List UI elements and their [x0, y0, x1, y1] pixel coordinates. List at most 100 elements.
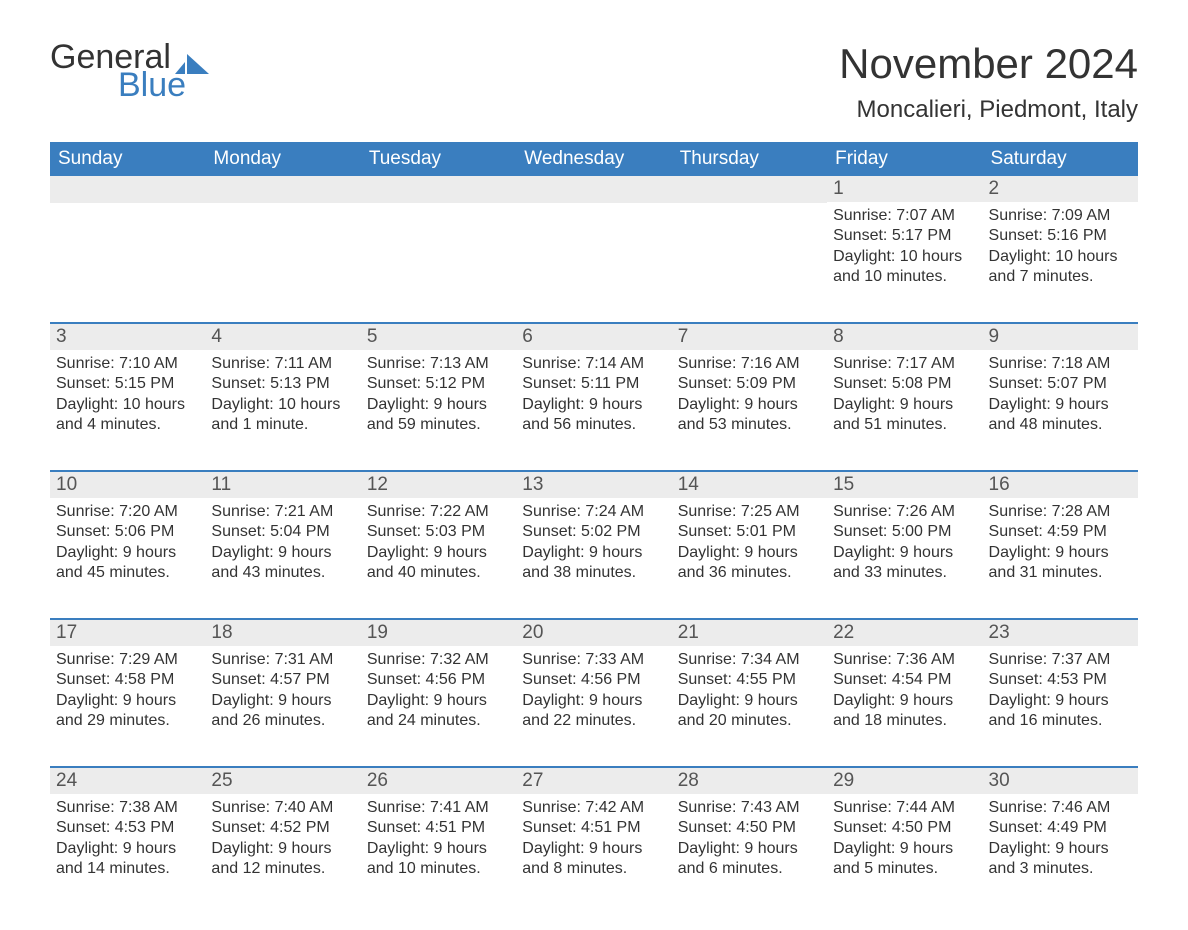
daylight-text: Daylight: 9 hours and 40 minutes. — [367, 543, 510, 584]
sunset-text: Sunset: 4:51 PM — [522, 818, 665, 838]
sunset-text: Sunset: 4:53 PM — [56, 818, 199, 838]
calendar-grid: Sunday Monday Tuesday Wednesday Thursday… — [50, 142, 1138, 890]
sunrise-text: Sunrise: 7:32 AM — [367, 650, 510, 670]
day-cell: 5Sunrise: 7:13 AMSunset: 5:12 PMDaylight… — [361, 324, 516, 446]
week-row: 17Sunrise: 7:29 AMSunset: 4:58 PMDayligh… — [50, 618, 1138, 742]
title-block: November 2024 Moncalieri, Piedmont, Ital… — [839, 40, 1138, 124]
day-details: Sunrise: 7:40 AMSunset: 4:52 PMDaylight:… — [205, 794, 360, 880]
daylight-text: Daylight: 10 hours and 1 minute. — [211, 395, 354, 436]
sunset-text: Sunset: 4:58 PM — [56, 670, 199, 690]
sunset-text: Sunset: 5:02 PM — [522, 522, 665, 542]
day-number: 20 — [516, 620, 671, 646]
day-cell — [205, 176, 360, 298]
week-row: 10Sunrise: 7:20 AMSunset: 5:06 PMDayligh… — [50, 470, 1138, 594]
day-number: 6 — [516, 324, 671, 350]
dow-monday: Monday — [205, 142, 360, 176]
daylight-text: Daylight: 9 hours and 8 minutes. — [522, 839, 665, 880]
day-cell: 13 Sunrise: 7:24 AMSunset: 5:02 PMDayligh… — [516, 472, 671, 594]
day-details: Sunrise: 7:25 AMSunset: 5:01 PMDaylight:… — [672, 498, 827, 584]
sunset-text: Sunset: 5:17 PM — [833, 226, 976, 246]
day-cell: 23Sunrise: 7:37 AMSunset: 4:53 PMDayligh… — [983, 620, 1138, 742]
day-number: 16 — [983, 472, 1138, 498]
sunrise-text: Sunrise: 7:25 AM — [678, 502, 821, 522]
sunrise-text: Sunrise: 7:22 AM — [367, 502, 510, 522]
day-number: 24 — [50, 768, 205, 794]
sunrise-text: Sunrise: 7:34 AM — [678, 650, 821, 670]
sunset-text: Sunset: 5:11 PM — [522, 374, 665, 394]
sunrise-text: Sunrise: 7:44 AM — [833, 798, 976, 818]
day-details: Sunrise: 7:34 AMSunset: 4:55 PMDaylight:… — [672, 646, 827, 732]
day-number: 19 — [361, 620, 516, 646]
day-details: Sunrise: 7:17 AMSunset: 5:08 PMDaylight:… — [827, 350, 982, 436]
week-row: 1Sunrise: 7:07 AMSunset: 5:17 PMDaylight… — [50, 176, 1138, 298]
daylight-text: Daylight: 9 hours and 38 minutes. — [522, 543, 665, 584]
sunset-text: Sunset: 4:56 PM — [522, 670, 665, 690]
day-number: 9 — [983, 324, 1138, 350]
brand-logo: General Blue — [50, 40, 209, 102]
sunrise-text: Sunrise: 7:36 AM — [833, 650, 976, 670]
sunrise-text: Sunrise: 7:24 AM — [522, 502, 665, 522]
daylight-text: Daylight: 9 hours and 53 minutes. — [678, 395, 821, 436]
sunrise-text: Sunrise: 7:28 AM — [989, 502, 1132, 522]
sunset-text: Sunset: 4:56 PM — [367, 670, 510, 690]
day-cell: 4Sunrise: 7:11 AMSunset: 5:13 PMDaylight… — [205, 324, 360, 446]
day-number: 8 — [827, 324, 982, 350]
day-cell: 19Sunrise: 7:32 AMSunset: 4:56 PMDayligh… — [361, 620, 516, 742]
week-row: 3Sunrise: 7:10 AMSunset: 5:15 PMDaylight… — [50, 322, 1138, 446]
empty-day-header — [516, 176, 671, 203]
day-details: Sunrise: 7:21 AMSunset: 5:04 PMDaylight:… — [205, 498, 360, 584]
day-number: 5 — [361, 324, 516, 350]
dow-saturday: Saturday — [983, 142, 1138, 176]
day-cell: 8Sunrise: 7:17 AMSunset: 5:08 PMDaylight… — [827, 324, 982, 446]
sunset-text: Sunset: 4:57 PM — [211, 670, 354, 690]
sunset-text: Sunset: 4:49 PM — [989, 818, 1132, 838]
day-details: Sunrise: 7:11 AMSunset: 5:13 PMDaylight:… — [205, 350, 360, 436]
day-details: Sunrise: 7:44 AMSunset: 4:50 PMDaylight:… — [827, 794, 982, 880]
daylight-text: Daylight: 9 hours and 29 minutes. — [56, 691, 199, 732]
day-cell: 28Sunrise: 7:43 AMSunset: 4:50 PMDayligh… — [672, 768, 827, 890]
day-details: Sunrise: 7:07 AMSunset: 5:17 PMDaylight:… — [827, 202, 982, 288]
empty-day-header — [361, 176, 516, 203]
day-cell: 27Sunrise: 7:42 AMSunset: 4:51 PMDayligh… — [516, 768, 671, 890]
day-cell: 17Sunrise: 7:29 AMSunset: 4:58 PMDayligh… — [50, 620, 205, 742]
sunset-text: Sunset: 5:07 PM — [989, 374, 1132, 394]
day-details: Sunrise: 7:20 AMSunset: 5:06 PMDaylight:… — [50, 498, 205, 584]
sunset-text: Sunset: 5:01 PM — [678, 522, 821, 542]
daylight-text: Daylight: 9 hours and 43 minutes. — [211, 543, 354, 584]
day-cell: 9Sunrise: 7:18 AMSunset: 5:07 PMDaylight… — [983, 324, 1138, 446]
sunset-text: Sunset: 5:09 PM — [678, 374, 821, 394]
day-number: 25 — [205, 768, 360, 794]
daylight-text: Daylight: 9 hours and 10 minutes. — [367, 839, 510, 880]
location-subtitle: Moncalieri, Piedmont, Italy — [839, 96, 1138, 124]
daylight-text: Daylight: 9 hours and 16 minutes. — [989, 691, 1132, 732]
empty-day-header — [205, 176, 360, 203]
sunrise-text: Sunrise: 7:26 AM — [833, 502, 976, 522]
day-cell: 14Sunrise: 7:25 AMSunset: 5:01 PMDayligh… — [672, 472, 827, 594]
daylight-text: Daylight: 9 hours and 14 minutes. — [56, 839, 199, 880]
day-number: 13 — [516, 472, 671, 498]
day-cell — [516, 176, 671, 298]
day-cell: 10Sunrise: 7:20 AMSunset: 5:06 PMDayligh… — [50, 472, 205, 594]
empty-day-header — [672, 176, 827, 203]
day-number: 15 — [827, 472, 982, 498]
sunset-text: Sunset: 5:04 PM — [211, 522, 354, 542]
daylight-text: Daylight: 9 hours and 3 minutes. — [989, 839, 1132, 880]
sunset-text: Sunset: 5:08 PM — [833, 374, 976, 394]
day-details: Sunrise: 7:43 AMSunset: 4:50 PMDaylight:… — [672, 794, 827, 880]
sunset-text: Sunset: 4:50 PM — [833, 818, 976, 838]
day-cell: 3Sunrise: 7:10 AMSunset: 5:15 PMDaylight… — [50, 324, 205, 446]
week-row: 24Sunrise: 7:38 AMSunset: 4:53 PMDayligh… — [50, 766, 1138, 890]
calendar-page: General Blue November 2024 Moncalieri, P… — [0, 0, 1188, 930]
sunset-text: Sunset: 4:59 PM — [989, 522, 1132, 542]
header: General Blue November 2024 Moncalieri, P… — [50, 40, 1138, 124]
day-details: Sunrise: 7:13 AMSunset: 5:12 PMDaylight:… — [361, 350, 516, 436]
day-cell: 11Sunrise: 7:21 AMSunset: 5:04 PMDayligh… — [205, 472, 360, 594]
sunrise-text: Sunrise: 7:13 AM — [367, 354, 510, 374]
sunrise-text: Sunrise: 7:41 AM — [367, 798, 510, 818]
day-cell: 29Sunrise: 7:44 AMSunset: 4:50 PMDayligh… — [827, 768, 982, 890]
day-details: Sunrise: 7:31 AMSunset: 4:57 PMDaylight:… — [205, 646, 360, 732]
day-cell: 18Sunrise: 7:31 AMSunset: 4:57 PMDayligh… — [205, 620, 360, 742]
day-cell: 12Sunrise: 7:22 AMSunset: 5:03 PMDayligh… — [361, 472, 516, 594]
day-number: 4 — [205, 324, 360, 350]
day-number: 26 — [361, 768, 516, 794]
